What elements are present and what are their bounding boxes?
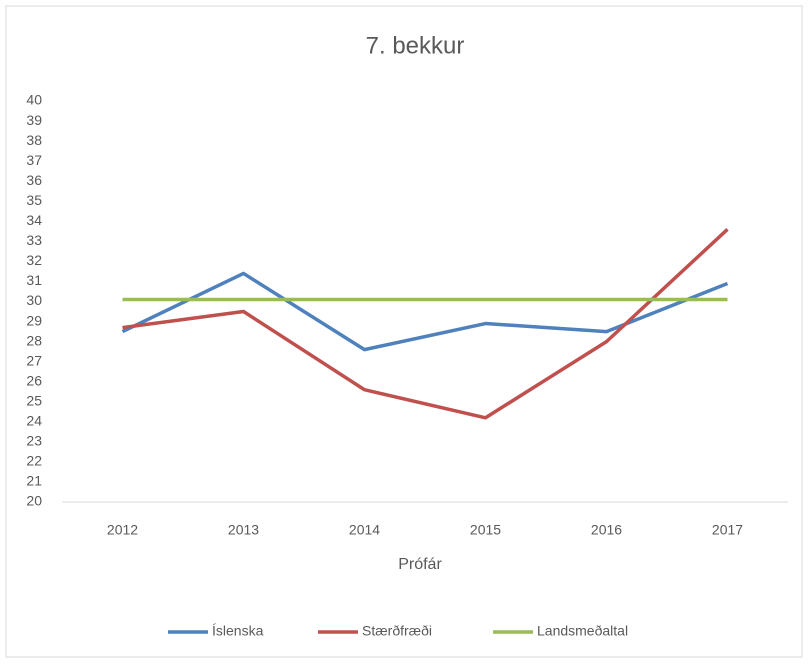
y-tick-label: 20 — [26, 493, 42, 509]
x-tick-label: 2015 — [470, 522, 501, 538]
y-tick-label: 25 — [26, 392, 42, 408]
y-tick-label: 21 — [26, 473, 42, 489]
y-tick-label: 38 — [26, 132, 42, 148]
y-tick-label: 36 — [26, 172, 42, 188]
x-tick-label: 2016 — [591, 522, 622, 538]
x-tick-label: 2017 — [712, 522, 743, 538]
y-tick-label: 22 — [26, 453, 42, 469]
y-tick-label: 23 — [26, 433, 42, 449]
y-tick-label: 24 — [26, 413, 42, 429]
x-tick-label: 2014 — [349, 522, 380, 538]
x-tick-label: 2013 — [228, 522, 259, 538]
legend-label: Stærðfræði — [362, 623, 432, 639]
y-tick-label: 27 — [26, 352, 42, 368]
chart-title: 7. bekkur — [366, 32, 465, 59]
y-tick-label: 33 — [26, 232, 42, 248]
x-tick-label: 2012 — [107, 522, 138, 538]
y-tick-label: 40 — [26, 92, 42, 108]
y-tick-label: 35 — [26, 192, 42, 208]
legend-label: Landsmeðaltal — [537, 623, 628, 639]
y-tick-label: 31 — [26, 272, 42, 288]
y-tick-label: 32 — [26, 252, 42, 268]
y-tick-label: 29 — [26, 312, 42, 328]
y-tick-label: 28 — [26, 332, 42, 348]
y-tick-label: 34 — [26, 212, 42, 228]
x-axis-title: Prófár — [398, 556, 442, 573]
legend-label: Íslenska — [212, 623, 264, 639]
y-tick-label: 37 — [26, 152, 42, 168]
series-line — [122, 228, 729, 420]
y-tick-label: 30 — [26, 292, 42, 308]
chart-border — [5, 5, 803, 658]
y-tick-label: 26 — [26, 372, 42, 388]
y-tick-label: 39 — [26, 112, 42, 128]
